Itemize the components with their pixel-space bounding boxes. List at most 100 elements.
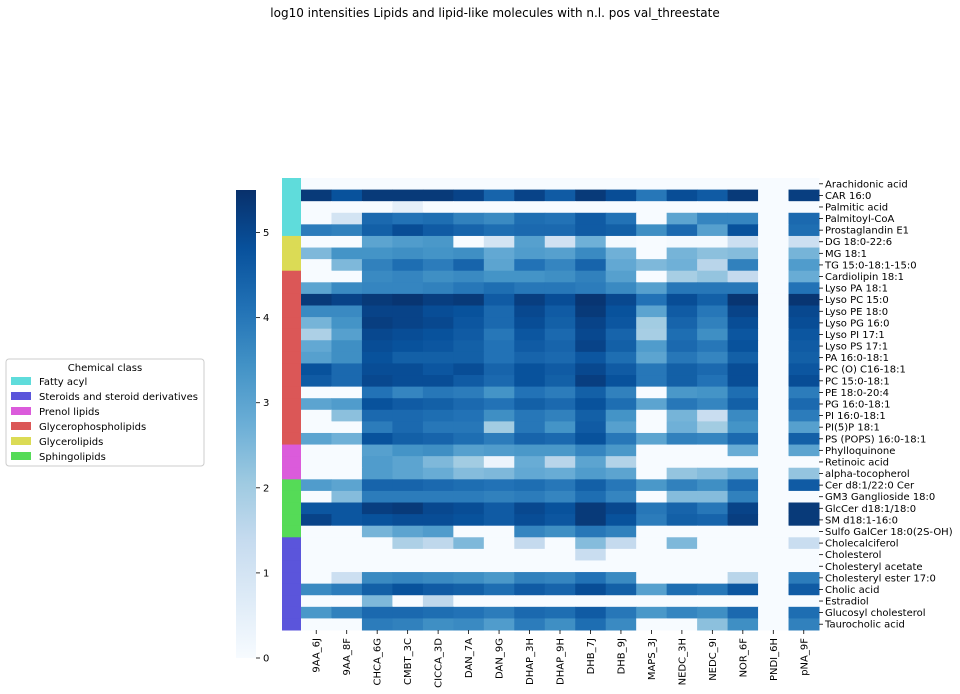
heatmap-cell [301,235,332,249]
heatmap-cell [453,305,485,318]
heatmap-cell [392,386,424,399]
heatmap-cell [788,293,820,306]
class-strip-cell [282,247,301,260]
heatmap-cell [636,467,668,480]
heatmap-cell [727,548,759,561]
heatmap-cell [758,340,790,353]
heatmap-cell [636,583,668,596]
heatmap-cell [514,247,546,260]
heatmap-cell [422,398,454,411]
heatmap-cell [758,618,790,631]
heatmap-cell [636,595,668,608]
heatmap-cell [788,467,820,480]
heatmap-cell [514,525,546,538]
heatmap-cell [301,293,332,306]
heatmap-cell [392,375,424,388]
legend-swatch [11,407,31,415]
heatmap-cell [514,421,546,434]
heatmap-cell [422,189,454,202]
heatmap-cell [697,618,729,631]
heatmap-cell [697,479,729,492]
class-strip-cell [282,514,301,527]
heatmap-cell [514,235,546,249]
heatmap-cell [575,270,607,283]
heatmap-cell [697,282,729,295]
heatmap-cell [331,525,363,538]
heatmap-cell [697,259,729,272]
heatmap-cell [361,328,393,341]
heatmap-cell [544,328,576,341]
heatmap-cell [727,317,759,330]
heatmap-cell [758,293,790,306]
heatmap-cell [301,328,332,341]
heatmap-cell [544,201,576,214]
heatmap-cell [453,351,485,364]
heatmap-cell [361,305,393,318]
heatmap-cell [727,421,759,434]
heatmap-cell [636,270,668,283]
row-label: Lyso PS 17:1 [825,342,888,353]
heatmap-cell [636,572,668,585]
class-strip-cell [282,421,301,434]
heatmap-cell [697,351,729,364]
heatmap-cell [666,490,698,504]
heatmap-cell [636,305,668,318]
heatmap-cell [392,178,424,191]
heatmap-cell [392,479,424,492]
class-strip-cell [282,317,301,330]
heatmap-cell [331,317,363,330]
row-label: Arachidonic acid [825,179,908,190]
heatmap-cell [697,212,729,225]
heatmap-cell [666,178,698,191]
heatmap-cell [361,398,393,411]
class-strip-cell [282,467,301,480]
heatmap-cell [666,328,698,341]
heatmap-cell [301,444,332,457]
heatmap-cell [575,606,607,619]
heatmap-cell [483,444,515,457]
heatmap-cell [392,328,424,341]
row-label: Lyso PE 18:0 [825,307,888,318]
heatmap-cell [605,618,637,631]
heatmap-cell [453,537,485,550]
heatmap-cell [697,305,729,318]
heatmap-cell [483,456,515,469]
heatmap-cell [666,548,698,561]
heatmap-cell [758,328,790,341]
heatmap-cell [697,235,729,249]
heatmap-cell [392,212,424,225]
row-label: Cholesteryl ester 17:0 [825,573,936,584]
heatmap-cell [483,235,515,249]
heatmap-cell [331,409,363,422]
row-label: Lyso PA 18:1 [825,284,888,295]
heatmap-cell [544,409,576,422]
row-label: PS (POPS) 16:0-18:1 [825,434,926,445]
heatmap-cell [636,514,668,527]
heatmap-cell [605,201,637,214]
heatmap-cell [758,224,790,237]
heatmap-cell [544,572,576,585]
heatmap-cell [392,572,424,585]
heatmap-cell [331,270,363,283]
column-label: DHB_7J [586,638,597,674]
heatmap-cell [514,328,546,341]
class-strip-cell [282,351,301,364]
heatmap-cell [361,282,393,295]
class-strip-cell [282,201,301,214]
heatmap-cell [422,212,454,225]
heatmap-cell [483,317,515,330]
heatmap-cell [575,583,607,596]
heatmap-cell [331,421,363,434]
heatmap-cell [788,189,820,202]
heatmap-cell [301,201,332,214]
heatmap-cell [758,305,790,318]
heatmap-cell [331,178,363,191]
heatmap-cell [392,502,424,515]
heatmap-cell [331,432,363,446]
heatmap-cell [453,282,485,295]
heatmap-cell [697,560,729,573]
heatmap-cell [392,537,424,550]
class-strip-cell [282,595,301,608]
heatmap-cell [453,479,485,492]
heatmap-cell [483,340,515,353]
